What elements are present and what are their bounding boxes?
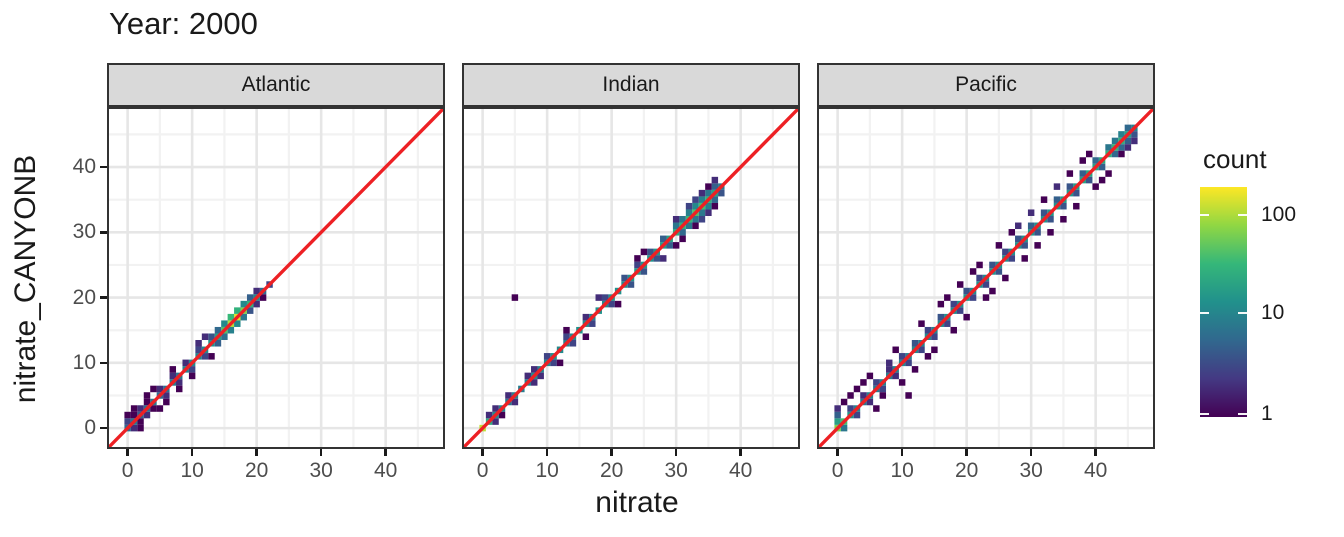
facet-strip-indian: Indian — [462, 63, 800, 107]
x-tick-mark — [1029, 449, 1033, 456]
panel-pacific — [817, 107, 1155, 449]
y-tick-mark — [100, 165, 107, 169]
y-tick-label: 20 — [72, 285, 96, 309]
y-tick-mark — [100, 296, 107, 299]
x-tick-label: 20 — [954, 459, 979, 482]
x-tick-label: 10 — [535, 459, 559, 482]
x-tick-label: 30 — [664, 459, 688, 482]
x-tick-mark — [900, 449, 904, 456]
legend-tick-1-left — [1200, 413, 1209, 415]
x-tick-mark — [965, 449, 968, 456]
x-tick-label: 20 — [244, 459, 269, 482]
identity-line — [462, 107, 800, 449]
legend-label-1: 1 — [1261, 402, 1273, 425]
x-tick-mark — [1094, 449, 1097, 456]
x-tick-mark — [384, 449, 387, 456]
x-tick-label: 0 — [831, 459, 844, 482]
x-tick-label: 20 — [599, 459, 624, 482]
facet-strip-label: Atlantic — [241, 73, 311, 96]
y-tick-label: 40 — [72, 155, 96, 179]
x-tick-mark — [610, 449, 613, 456]
facet-strip-label: Indian — [602, 73, 660, 96]
x-tick-mark — [481, 449, 484, 456]
y-tick-mark — [100, 426, 107, 430]
legend-title: count — [1203, 144, 1267, 174]
x-tick-mark — [545, 449, 549, 456]
legend-label-100: 100 — [1261, 203, 1297, 226]
facet-strip-atlantic: Atlantic — [107, 63, 445, 107]
panel-indian — [462, 107, 800, 449]
x-axis-title: nitrate — [595, 486, 679, 519]
plot-title: Year: 2000 — [109, 6, 258, 41]
facet-strip-label: Pacific — [955, 73, 1017, 96]
x-tick-label: 40 — [1083, 459, 1108, 482]
x-tick-label: 10 — [180, 459, 204, 482]
panel-atlantic — [107, 107, 445, 449]
legend-label-10: 10 — [1261, 301, 1285, 324]
x-tick-label: 30 — [1019, 459, 1043, 482]
legend-tick-10-left — [1200, 312, 1209, 314]
x-tick-label: 40 — [728, 459, 753, 482]
x-tick-mark — [255, 449, 258, 456]
legend-colorbar — [1200, 187, 1247, 417]
legend-tick-100-left — [1200, 214, 1209, 216]
identity-line — [817, 107, 1155, 449]
x-tick-label: 0 — [121, 459, 134, 482]
x-tick-mark — [319, 449, 323, 456]
y-tick-mark — [100, 231, 107, 234]
legend-tick-100-right — [1238, 214, 1247, 216]
y-tick-mark — [100, 361, 107, 365]
legend-tick-1-right — [1238, 413, 1247, 415]
y-tick-label: 30 — [72, 220, 96, 244]
x-tick-label: 10 — [890, 459, 914, 482]
x-tick-mark — [739, 449, 742, 456]
legend-tick-10-right — [1238, 312, 1247, 314]
x-tick-mark — [836, 449, 839, 456]
y-axis-title: nitrate_CANYONB — [9, 154, 42, 404]
y-tick-label: 10 — [72, 350, 96, 374]
y-tick-label: 0 — [84, 416, 96, 440]
x-tick-label: 30 — [309, 459, 333, 482]
facet-strip-pacific: Pacific — [817, 63, 1155, 107]
identity-line — [107, 107, 445, 449]
x-tick-mark — [190, 449, 194, 456]
x-tick-label: 0 — [476, 459, 489, 482]
x-tick-mark — [674, 449, 678, 456]
x-tick-mark — [126, 449, 129, 456]
x-tick-label: 40 — [373, 459, 398, 482]
